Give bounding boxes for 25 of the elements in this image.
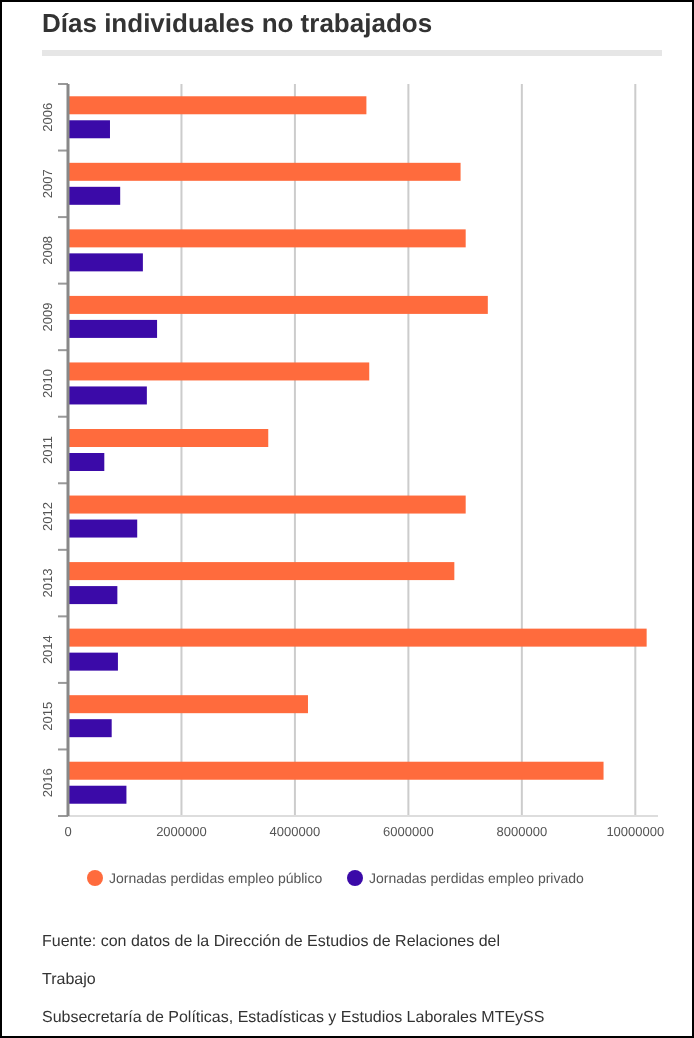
bar [68, 652, 118, 671]
chart-title: Días individuales no trabajados [42, 8, 433, 38]
bar [68, 186, 121, 205]
bar [68, 719, 112, 738]
bar [68, 295, 488, 314]
text: Fuente: con datos de la Dirección de Estudios de Relaciones del Trabajo [42, 932, 501, 988]
bar [68, 386, 147, 405]
bar [68, 761, 604, 780]
text: Subsecretaría de Políticas, Estadísticas y Estudios Laborales MTEySS [42, 1008, 545, 1026]
bar [68, 785, 127, 804]
bar [68, 586, 118, 605]
bar [68, 495, 466, 514]
bar [68, 319, 158, 338]
bar [68, 253, 143, 272]
bar [68, 96, 367, 115]
bar [68, 229, 466, 248]
bar [68, 362, 370, 381]
bar [68, 162, 461, 181]
bar [68, 429, 269, 447]
bar [68, 120, 110, 139]
bar [68, 628, 647, 647]
bar [68, 695, 308, 714]
bar [68, 519, 138, 538]
bar [68, 562, 455, 581]
bar [68, 453, 105, 471]
